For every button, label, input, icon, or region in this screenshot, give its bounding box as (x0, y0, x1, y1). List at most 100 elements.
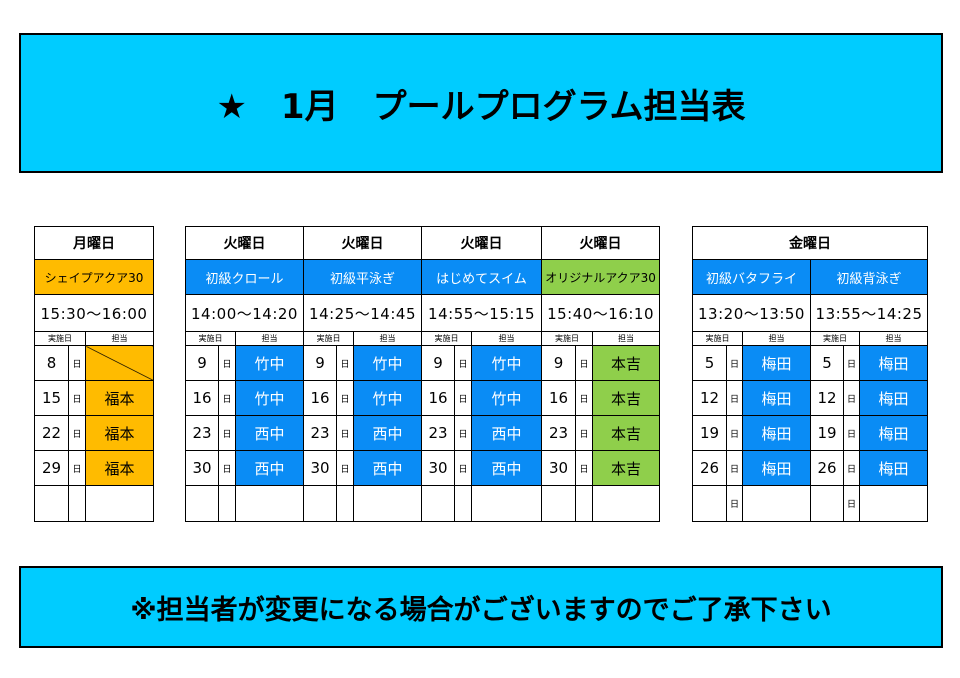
date-cell: 30 (421, 450, 456, 486)
date-cell: 9 (185, 345, 219, 381)
instructor-column-header: 担当 (471, 331, 543, 346)
day-header-tuesday: 火曜日 (541, 226, 661, 260)
day-unit: 日 (843, 450, 860, 486)
day-unit: 日 (68, 415, 86, 451)
instructor-column-header: 担当 (592, 331, 661, 346)
date-cell: 23 (541, 415, 577, 451)
table-row: 19 日 梅田 19 日 梅田 (692, 415, 929, 451)
day-unit: 日 (218, 415, 236, 451)
day-unit: 日 (726, 345, 743, 381)
date-cell: 23 (421, 415, 456, 451)
notice-banner: ※担当者が変更になる場合がございますのでご了承下さい (19, 566, 943, 648)
instructor-cell: 福本 (84, 380, 155, 416)
date-cell: 23 (185, 415, 219, 451)
date-cell: 23 (303, 415, 338, 451)
day-unit: 日 (68, 380, 86, 416)
table-row: 23 日 西中 23 日 西中 23 日 西中 23 日 本吉 (185, 415, 661, 451)
table-row: 15 日 福本 (34, 380, 155, 416)
day-unit: 日 (843, 380, 860, 416)
program-time: 13:20〜13:50 (692, 294, 811, 332)
date-cell: 9 (303, 345, 338, 381)
program-time: 15:40〜16:10 (541, 294, 661, 332)
table-row: 5 日 梅田 5 日 梅田 (692, 345, 929, 381)
instructor-cell: 本吉 (592, 380, 661, 416)
date-column-header: 実施日 (185, 331, 236, 346)
date-column-header: 実施日 (303, 331, 355, 346)
day-unit: 日 (575, 345, 594, 381)
instructor-cell: 梅田 (742, 380, 811, 416)
day-unit: 日 (454, 345, 473, 381)
instructor-cell: 竹中 (234, 380, 305, 416)
instructor-cell: 本吉 (592, 415, 661, 451)
instructor-cell: 西中 (353, 450, 423, 486)
program-name: 初級平泳ぎ (303, 259, 423, 295)
instructor-cell: 西中 (234, 415, 305, 451)
table-row: 9 日 竹中 9 日 竹中 9 日 竹中 9 日 本吉 (185, 345, 661, 381)
date-column-header: 実施日 (34, 331, 86, 346)
table-row: 8 日 (34, 345, 155, 381)
date-cell: 19 (692, 415, 727, 451)
empty-row (34, 485, 155, 522)
day-unit: 日 (575, 450, 594, 486)
day-unit: 日 (843, 345, 860, 381)
date-cell: 12 (810, 380, 844, 416)
day-header-tuesday: 火曜日 (421, 226, 543, 260)
instructor-cell: 竹中 (471, 345, 543, 381)
table-row: 26 日 梅田 26 日 梅田 (692, 450, 929, 486)
date-cell: 12 (692, 380, 727, 416)
program-name: はじめてスイム (421, 259, 543, 295)
program-time: 15:30〜16:00 (33, 294, 155, 332)
date-cell: 15 (34, 380, 69, 416)
instructor-cell: 本吉 (592, 345, 661, 381)
table-row: 22 日 福本 (34, 415, 155, 451)
date-column-header: 実施日 (810, 331, 860, 346)
instructor-cell: 梅田 (858, 345, 929, 381)
day-header-tuesday: 火曜日 (184, 226, 305, 260)
instructor-cell: 梅田 (742, 415, 811, 451)
table-row: 16 日 竹中 16 日 竹中 16 日 竹中 16 日 本吉 (185, 380, 661, 416)
tuesday-schedule-table: 火曜日 火曜日 火曜日 火曜日 初級クロール 初級平泳ぎ はじめてスイム オリジ… (184, 226, 661, 522)
day-unit: 日 (575, 380, 594, 416)
date-cell: 16 (185, 380, 219, 416)
instructor-cell: 西中 (471, 450, 543, 486)
program-name: オリジナルアクア30 (541, 259, 661, 295)
page-title: ★ 1月 プールプログラム担当表 (19, 33, 943, 173)
day-unit: 日 (726, 450, 743, 486)
day-unit: 日 (843, 485, 860, 522)
date-cell: 16 (421, 380, 456, 416)
day-unit: 日 (336, 415, 355, 451)
date-cell: 30 (303, 450, 338, 486)
table-row: 29 日 福本 (34, 450, 155, 486)
day-unit: 日 (218, 380, 236, 416)
day-unit: 日 (336, 450, 355, 486)
date-cell: 9 (421, 345, 456, 381)
table-row: 12 日 梅田 12 日 梅田 (692, 380, 929, 416)
instructor-column-header: 担当 (353, 331, 423, 346)
day-header-tuesday: 火曜日 (303, 226, 423, 260)
day-unit: 日 (336, 380, 355, 416)
date-cell: 19 (810, 415, 844, 451)
monday-schedule-table: 月曜日 シェイプアクア30 15:30〜16:00 実施日 担当 8 日 15 … (33, 226, 155, 522)
date-cell: 8 (34, 345, 69, 381)
day-unit: 日 (218, 345, 236, 381)
date-cell: 30 (541, 450, 577, 486)
instructor-cell-unassigned (84, 345, 155, 381)
day-unit: 日 (68, 450, 86, 486)
instructor-cell: 梅田 (858, 415, 929, 451)
instructor-column-header: 担当 (84, 331, 155, 346)
day-unit: 日 (575, 415, 594, 451)
day-unit: 日 (454, 380, 473, 416)
date-column-header: 実施日 (692, 331, 743, 346)
table-row: 30 日 西中 30 日 西中 30 日 西中 30 日 本吉 (185, 450, 661, 486)
day-header-friday: 金曜日 (691, 226, 929, 260)
instructor-cell: 竹中 (234, 345, 305, 381)
program-name: 初級背泳ぎ (809, 259, 929, 295)
date-cell: 16 (541, 380, 577, 416)
day-unit: 日 (726, 380, 743, 416)
day-unit: 日 (726, 485, 743, 522)
instructor-cell: 竹中 (471, 380, 543, 416)
date-column-header: 実施日 (421, 331, 473, 346)
instructor-column-header: 担当 (742, 331, 811, 346)
day-unit: 日 (843, 415, 860, 451)
instructor-cell: 福本 (84, 415, 155, 451)
